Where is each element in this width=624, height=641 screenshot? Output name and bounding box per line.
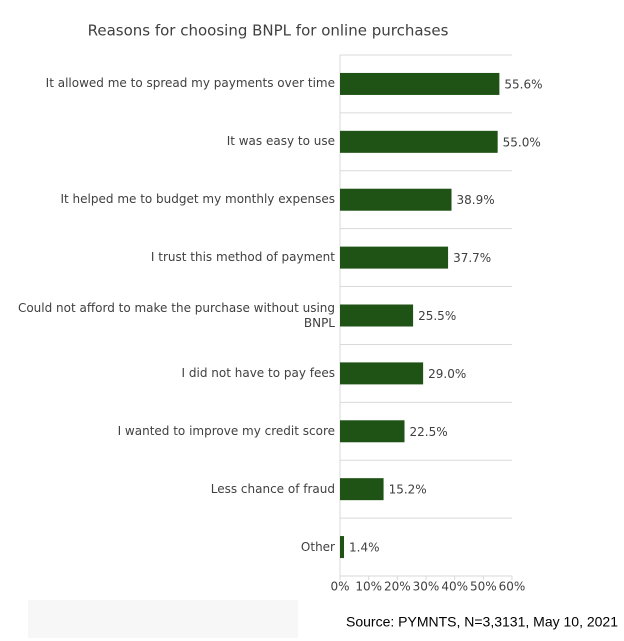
x-tick-label: 0% [330,580,349,594]
x-tick-label: 20% [384,580,411,594]
x-tick-label: 40% [441,580,468,594]
category-label: Could not afford to make the purchase wi… [17,300,335,330]
value-label: 29.0% [428,367,466,381]
x-tick-label: 50% [470,580,497,594]
category-label: It allowed me to spread my payments over… [45,76,335,91]
value-label: 22.5% [410,425,448,439]
bar [340,420,405,443]
value-label: 1.4% [349,541,380,555]
x-tick-label: 30% [413,580,440,594]
bar [340,536,345,559]
category-label: It was easy to use [226,134,335,149]
chart-title: Reasons for choosing BNPL for online pur… [88,22,449,40]
category-label: Other [300,539,335,554]
value-label: 55.0% [503,135,541,149]
category-label: I wanted to improve my credit score [117,423,335,438]
category-label: I did not have to pay fees [181,365,335,380]
bar [340,130,498,153]
value-label: 38.9% [457,193,495,207]
source-backdrop [28,600,298,638]
bar [340,304,414,327]
bar [340,478,384,501]
bar [340,362,424,385]
x-tick-label: 60% [499,580,526,594]
bar [340,246,449,269]
bar [340,72,500,95]
category-label: It helped me to budget my monthly expens… [60,192,336,207]
value-label: 15.2% [389,483,427,497]
value-label: 25.5% [418,309,456,323]
value-label: 55.6% [504,77,542,91]
x-tick-label: 10% [355,580,382,594]
category-label: Less chance of fraud [210,481,335,496]
category-label: I trust this method of payment [150,250,335,265]
source-note: Source: PYMNTS, N=3,3131, May 10, 2021 [346,614,618,630]
value-label: 37.7% [453,251,491,265]
bar [340,188,452,211]
